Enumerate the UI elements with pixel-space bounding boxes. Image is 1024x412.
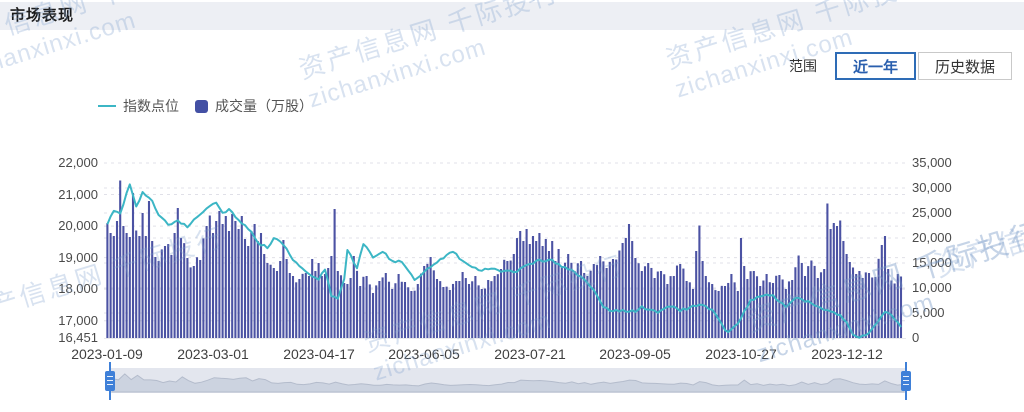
panel-header: 市场表现 xyxy=(0,2,1024,30)
legend-item-index[interactable]: 指数点位 xyxy=(98,96,179,116)
y-axis-right-label: 15,000 xyxy=(912,255,952,270)
line-series-icon xyxy=(98,105,116,107)
datazoom-handle-right[interactable] xyxy=(900,362,912,400)
datazoom-slider[interactable] xyxy=(110,368,906,393)
watermark: 资产信息网 千际投行 xyxy=(930,162,1024,284)
range-label: 范围 xyxy=(788,58,817,74)
x-axis-label: 2023-04-17 xyxy=(283,346,355,362)
chart-legend: 指数点位 成交量（万股） xyxy=(98,96,329,116)
legend-item-volume[interactable]: 成交量（万股） xyxy=(195,96,313,116)
datazoom-shadow xyxy=(111,373,905,393)
page-title: 市场表现 xyxy=(10,7,75,24)
x-axis-label: 2023-01-09 xyxy=(71,346,143,362)
range-button-history[interactable]: 历史数据 xyxy=(917,52,1012,80)
x-axis-label: 2023-03-01 xyxy=(177,346,249,362)
x-axis-label: 2023-12-12 xyxy=(811,346,883,362)
y-axis-right-label: 5,000 xyxy=(912,305,945,320)
y-axis-right-label: 30,000 xyxy=(912,180,952,195)
y-axis-right-label: 10,000 xyxy=(912,280,952,295)
x-axis-label: 2023-09-05 xyxy=(599,346,671,362)
chart-canvas[interactable] xyxy=(104,162,906,340)
y-axis-left-label: 20,000 xyxy=(58,218,98,233)
y-axis-right-label: 35,000 xyxy=(912,155,952,170)
y-axis-right-label: 25,000 xyxy=(912,205,952,220)
x-axis-label: 2023-07-21 xyxy=(494,346,566,362)
y-axis-right-label: 0 xyxy=(912,330,920,345)
x-axis-label: 2023-06-05 xyxy=(388,346,460,362)
y-axis-left-label: 19,000 xyxy=(58,250,98,265)
y-axis-left-label: 18,000 xyxy=(58,281,98,296)
y-axis-left-label: 22,000 xyxy=(58,155,98,170)
range-button-last-year[interactable]: 近一年 xyxy=(834,52,916,80)
y-axis-right-label: 20,000 xyxy=(912,230,952,245)
y-axis-left-label: 16,451 xyxy=(58,330,98,345)
x-axis-label: 2023-10-27 xyxy=(705,346,777,362)
y-axis-left-label: 17,000 xyxy=(58,313,98,328)
bar-series-icon xyxy=(195,99,208,113)
y-axis-left-label: 21,000 xyxy=(58,187,98,202)
datazoom-handle-left[interactable] xyxy=(104,362,116,400)
range-controls: 范围 近一年 历史数据 xyxy=(789,52,1012,80)
